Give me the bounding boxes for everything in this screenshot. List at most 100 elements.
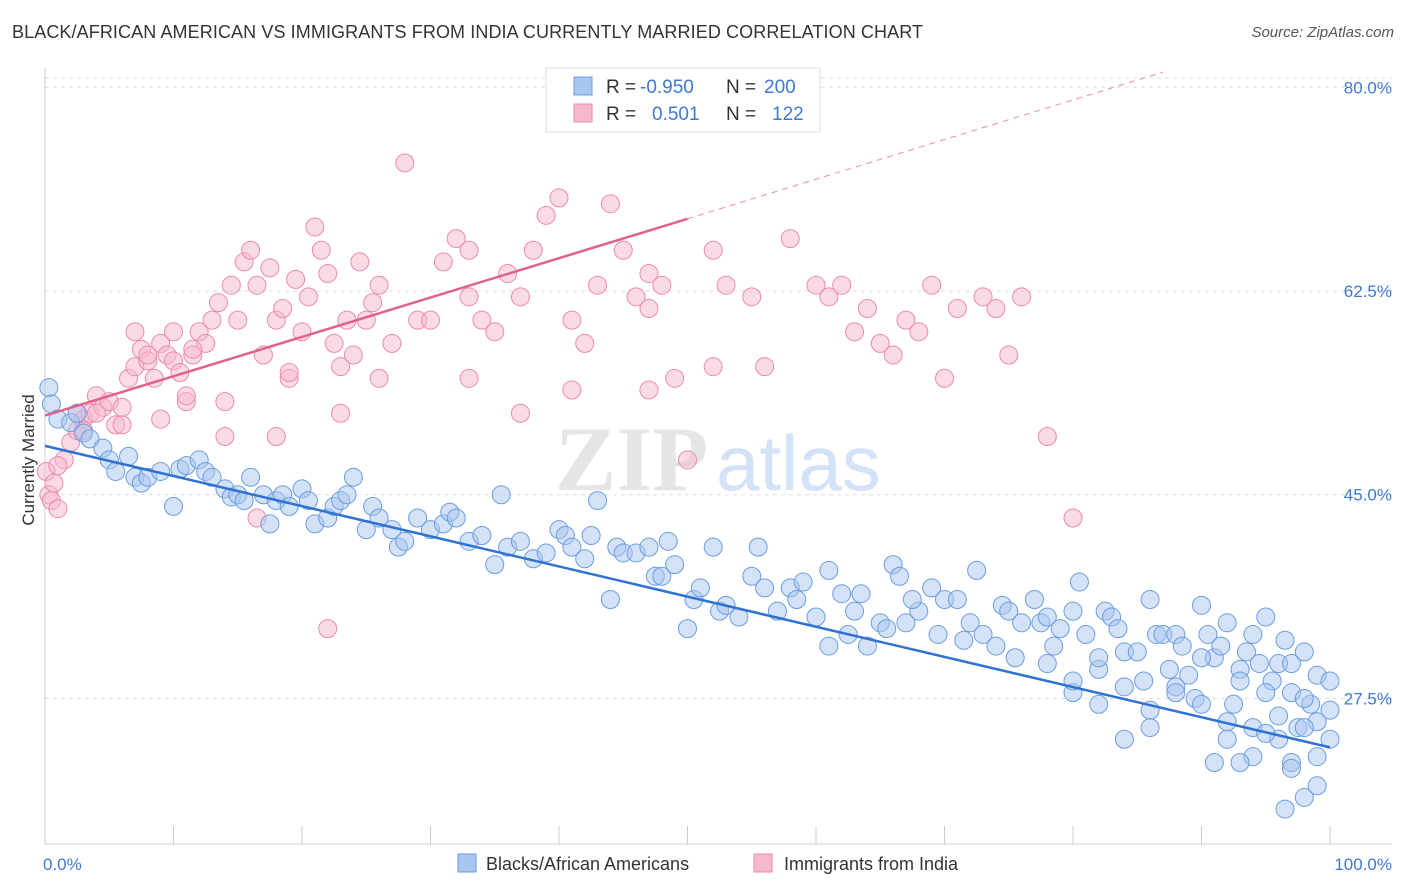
- watermark-atlas: atlas: [716, 419, 881, 507]
- india-point: [986, 298, 1006, 318]
- black-point: [510, 531, 530, 551]
- watermark: ZIP atlas: [555, 408, 881, 510]
- india-point: [562, 310, 582, 330]
- black-point: [690, 578, 710, 598]
- black-point: [1294, 787, 1314, 807]
- black-point: [1005, 648, 1025, 668]
- black-point: [260, 514, 280, 534]
- black-point: [928, 624, 948, 644]
- india-point: [857, 298, 877, 318]
- india-point: [472, 310, 492, 330]
- india-point: [909, 322, 929, 342]
- y-tick-label: 80.0%: [1344, 78, 1392, 97]
- black-point: [845, 601, 865, 621]
- black-point: [588, 491, 608, 511]
- black-point: [1076, 624, 1096, 644]
- india-point: [215, 427, 235, 447]
- legend-swatch-blue: [573, 76, 593, 96]
- black-point: [819, 636, 839, 656]
- black-point: [922, 578, 942, 598]
- india-point: [1063, 508, 1083, 528]
- black-point: [1269, 706, 1289, 726]
- black-point: [1230, 671, 1250, 691]
- black-point: [408, 508, 428, 528]
- black-point: [279, 496, 299, 516]
- india-point: [678, 450, 697, 470]
- black-point: [1044, 636, 1064, 656]
- black-point: [1134, 671, 1154, 691]
- black-points: [39, 378, 1340, 819]
- black-point: [1256, 683, 1276, 703]
- black-point: [1172, 636, 1192, 656]
- india-point: [48, 499, 68, 519]
- india-point: [382, 333, 402, 353]
- black-point: [395, 531, 415, 551]
- india-point: [208, 293, 228, 313]
- india-point: [819, 287, 839, 307]
- black-point: [1320, 700, 1340, 720]
- india-point: [575, 333, 595, 353]
- series-legend-swatch-pink: [753, 853, 773, 873]
- black-point: [1192, 648, 1211, 668]
- black-point: [1294, 688, 1314, 708]
- india-point: [845, 322, 865, 342]
- legend-n-label-blue: N =: [726, 77, 756, 98]
- india-point: [870, 333, 890, 353]
- black-point: [857, 636, 877, 656]
- black-point: [491, 485, 511, 505]
- india-point: [510, 403, 530, 423]
- india-point: [742, 287, 762, 307]
- india-point: [485, 322, 505, 342]
- india-point: [125, 322, 145, 342]
- india-point: [716, 275, 736, 295]
- black-point: [658, 531, 678, 551]
- legend-swatch-pink: [573, 103, 593, 123]
- black-point: [1198, 624, 1218, 644]
- india-point: [600, 194, 620, 214]
- india-point: [286, 269, 306, 289]
- black-point: [851, 584, 871, 604]
- black-point: [67, 403, 87, 423]
- india-point: [755, 357, 775, 377]
- black-point: [1236, 642, 1256, 662]
- legend-n-value-pink: 122: [772, 104, 804, 125]
- india-point: [363, 293, 383, 313]
- black-point: [1050, 619, 1070, 639]
- india-point: [183, 339, 203, 359]
- india-point: [459, 368, 479, 388]
- black-point: [806, 607, 826, 627]
- y-tick-label: 27.5%: [1344, 689, 1392, 708]
- india-point: [164, 322, 183, 342]
- india-point: [562, 380, 582, 400]
- india-point: [138, 345, 158, 365]
- legend-n-value-blue: 200: [764, 77, 796, 98]
- black-point: [600, 590, 620, 610]
- black-point: [1024, 590, 1044, 610]
- india-point: [896, 310, 916, 330]
- source-label: Source: ZipAtlas.com: [1251, 24, 1394, 41]
- india-point: [665, 368, 685, 388]
- india-point: [973, 287, 993, 307]
- black-point: [472, 525, 492, 545]
- black-point: [1249, 654, 1269, 674]
- india-point: [176, 386, 196, 406]
- black-point: [337, 485, 357, 505]
- black-point: [742, 566, 762, 586]
- india-point: [922, 275, 942, 295]
- trend-lines: [44, 71, 1331, 749]
- x-tick-label-right: 100.0%: [1334, 855, 1392, 874]
- series-legend-label-blue: Blacks/African Americans: [486, 854, 689, 874]
- black-point: [999, 601, 1019, 621]
- black-point: [1127, 642, 1147, 662]
- series-legend: Blacks/African Americans Immigrants from…: [457, 853, 959, 874]
- india-point: [421, 310, 440, 330]
- black-point: [575, 549, 595, 569]
- black-point: [967, 560, 987, 580]
- india-point: [588, 275, 608, 295]
- black-point: [1108, 619, 1128, 639]
- india-point: [536, 205, 556, 225]
- black-point: [1320, 729, 1340, 749]
- black-point: [1275, 630, 1295, 650]
- black-point: [1089, 648, 1109, 668]
